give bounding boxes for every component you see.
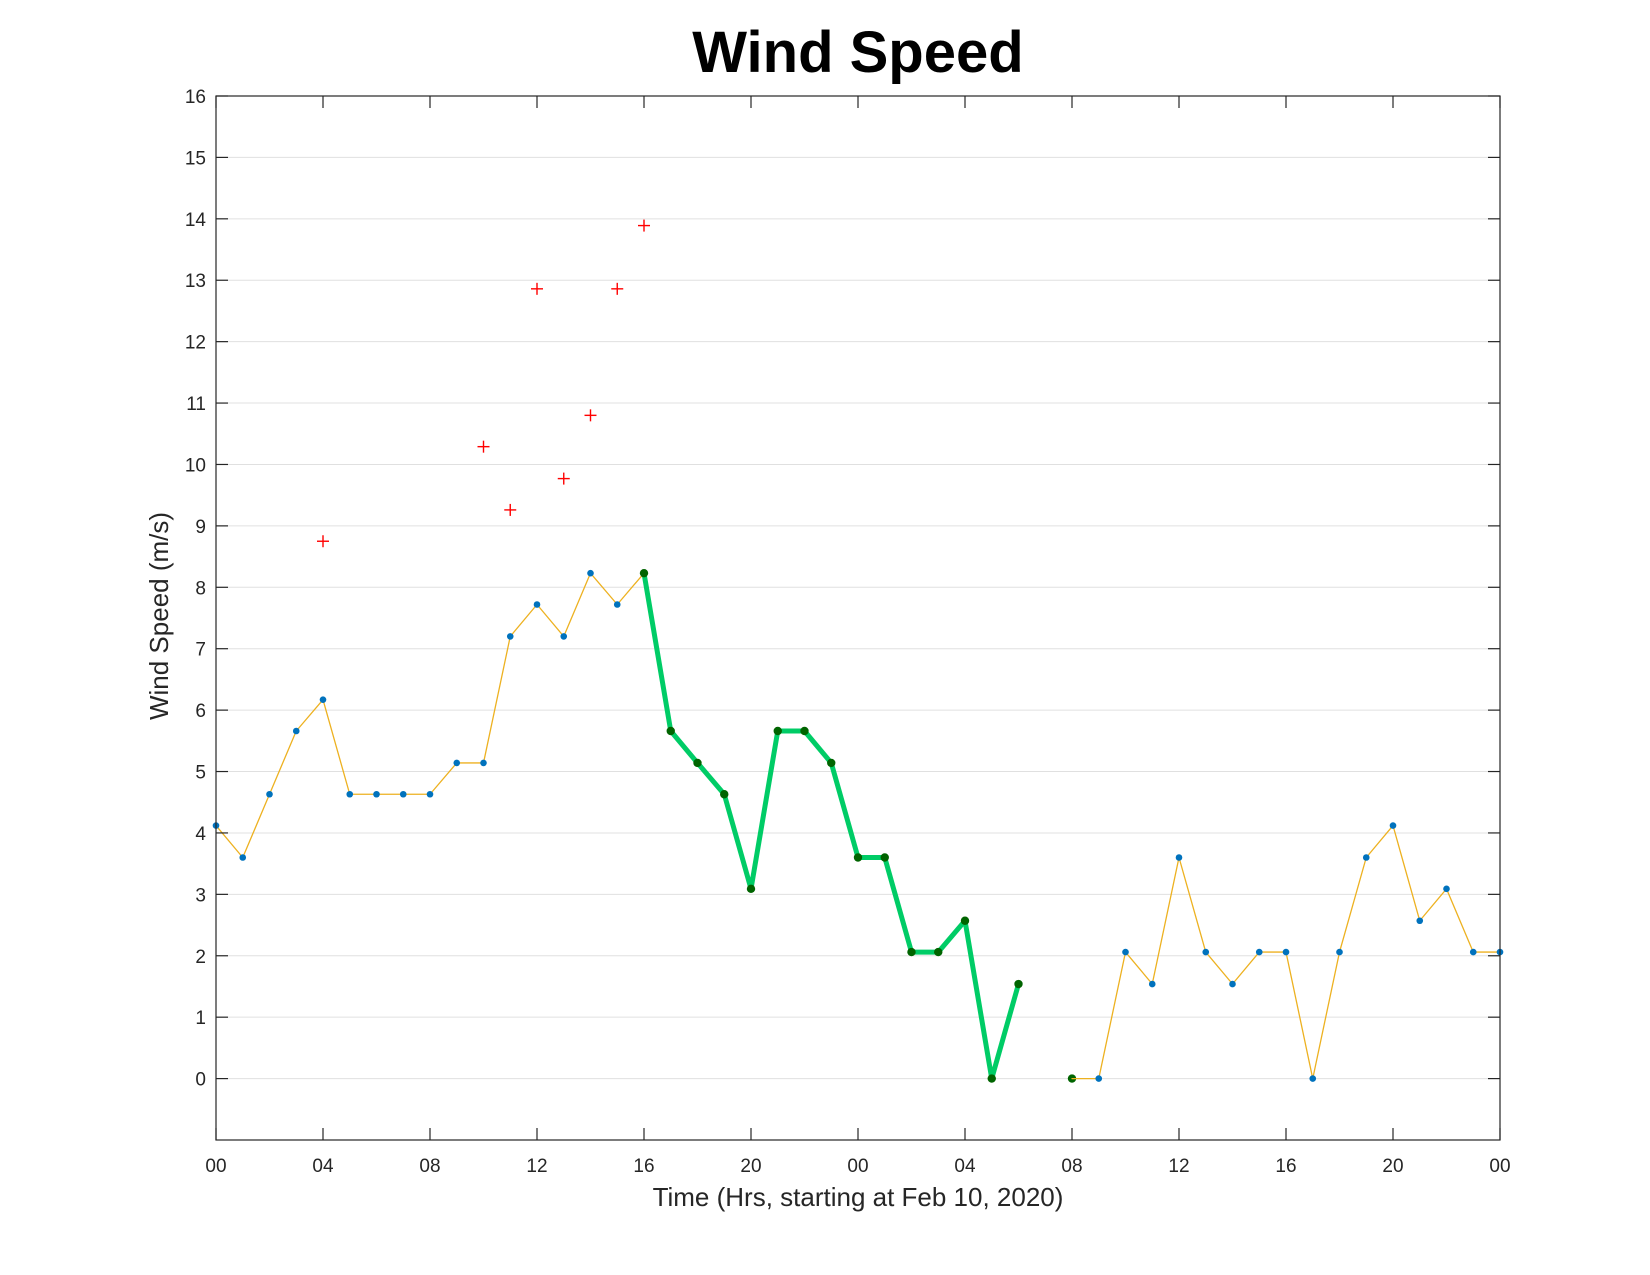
highlight-data-point — [720, 790, 729, 799]
y-tick-label: 4 — [195, 824, 206, 845]
series-layer — [212, 219, 1504, 1083]
data-point — [399, 790, 407, 798]
highlight-data-point — [773, 726, 782, 736]
y-tick-label: 12 — [185, 333, 206, 354]
x-tick-labels: 00 04 08 12 16 20 00 04 08 12 16 20 00 — [205, 1156, 1510, 1177]
highlight-data-point — [800, 726, 809, 736]
data-point — [480, 759, 487, 767]
chart-title: Wind Speed — [692, 20, 1023, 85]
data-point — [292, 727, 300, 735]
y-tick-label: 2 — [195, 947, 206, 968]
highlight-data-point — [666, 726, 675, 736]
x-tick-label: 20 — [740, 1156, 761, 1177]
grid-lines — [216, 95, 1500, 1080]
y-tick-label: 3 — [195, 885, 206, 906]
data-point — [1255, 948, 1263, 956]
data-point — [1336, 948, 1343, 956]
highlight-data-point — [1014, 979, 1023, 989]
x-tick-label: 16 — [633, 1156, 654, 1177]
highlight-data-point — [693, 758, 702, 768]
x-tick-label: 16 — [1275, 1156, 1296, 1177]
y-axis-label: Wind Speed (m/s) — [144, 512, 174, 720]
tick-marks — [215, 95, 1501, 1140]
x-tick-label: 08 — [419, 1156, 440, 1177]
data-point — [239, 854, 247, 861]
y-tick-label: 9 — [195, 517, 206, 538]
data-point — [1202, 948, 1210, 956]
data-point — [1469, 948, 1477, 956]
y-tick-label: 10 — [185, 455, 206, 476]
y-tick-label: 13 — [185, 271, 206, 292]
y-tick-label: 11 — [186, 394, 206, 415]
data-point — [1229, 980, 1236, 988]
highlight-data-point — [960, 916, 970, 925]
y-tick-label: 15 — [185, 148, 206, 169]
highlight-data-point — [880, 853, 889, 862]
gust-marker — [477, 440, 490, 453]
y-tick-label: 16 — [185, 87, 206, 108]
data-point — [533, 601, 541, 608]
y-tick-label: 8 — [195, 578, 206, 599]
plot-area: 00 04 08 12 16 20 00 04 08 12 16 20 00 0123456789101… — [185, 87, 1511, 1177]
data-point — [1309, 1075, 1317, 1082]
data-point — [1282, 948, 1290, 956]
data-point — [266, 790, 273, 798]
data-point — [613, 601, 621, 608]
x-tick-label: 20 — [1382, 1156, 1403, 1177]
data-point — [373, 790, 380, 798]
y-tick-label: 5 — [195, 763, 206, 784]
highlight-data-point — [639, 568, 649, 578]
plot-background — [216, 96, 1500, 1140]
data-point — [1362, 854, 1370, 861]
y-tick-label: 14 — [185, 210, 207, 231]
data-point — [1095, 1075, 1103, 1082]
data-point — [346, 790, 354, 798]
x-tick-label: 00 — [847, 1156, 868, 1177]
highlight-data-point — [934, 947, 943, 957]
data-point — [1416, 917, 1424, 925]
data-point — [453, 759, 461, 767]
gust-marker — [531, 282, 543, 295]
x-tick-label: 00 — [205, 1156, 226, 1177]
data-point — [560, 633, 568, 640]
y-tick-label: 0 — [195, 1070, 206, 1091]
highlight-data-point — [907, 947, 916, 957]
data-point — [1122, 948, 1129, 956]
data-point — [1389, 822, 1397, 829]
data-point — [1443, 885, 1450, 893]
gust-marker — [638, 219, 650, 232]
data-point — [1175, 854, 1183, 861]
x-tick-label: 04 — [312, 1156, 334, 1177]
gust-marker — [504, 503, 517, 516]
data-point — [1148, 980, 1156, 988]
y-tick-label: 1 — [195, 1008, 206, 1029]
x-axis-label: Time (Hrs, starting at Feb 10, 2020) — [653, 1182, 1064, 1212]
highlight-data-point — [853, 853, 863, 862]
data-point — [506, 633, 514, 640]
x-tick-label: 12 — [1168, 1156, 1189, 1177]
gust-marker — [317, 535, 329, 548]
gust-marker — [611, 282, 624, 295]
data-point — [319, 696, 327, 703]
x-tick-label: 04 — [954, 1156, 976, 1177]
y-tick-label: 6 — [195, 701, 206, 722]
gust-marker — [584, 409, 597, 422]
highlight-data-point — [827, 758, 836, 768]
gust-marker — [557, 472, 570, 485]
x-tick-label: 12 — [526, 1156, 547, 1177]
x-tick-label: 00 — [1489, 1156, 1510, 1177]
data-point — [587, 569, 594, 577]
x-tick-label: 08 — [1061, 1156, 1082, 1177]
y-tick-label: 7 — [195, 640, 206, 661]
highlight-data-point — [987, 1074, 996, 1083]
data-point — [426, 790, 434, 798]
highlight-data-point — [746, 884, 756, 894]
